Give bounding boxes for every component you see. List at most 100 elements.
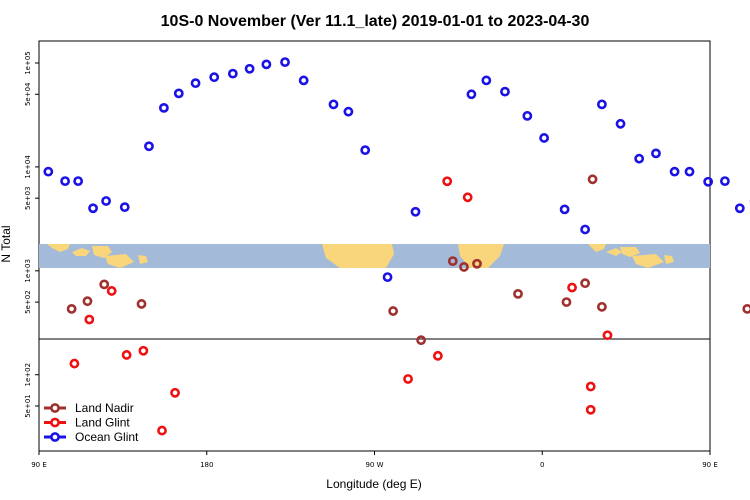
- ocean-glint-point: [580, 224, 591, 235]
- land-shape-6: [458, 244, 504, 268]
- land-glint-point: [106, 286, 117, 296]
- land-nadir-point: [136, 299, 147, 309]
- x-axis-ticks: 90 E 180 90 W 0 90 E: [31, 451, 718, 469]
- y-tick-label: 1e+04: [24, 155, 32, 179]
- ocean-glint-point: [227, 68, 238, 79]
- ocean-glint-point: [343, 106, 354, 117]
- legend-label-land-nadir: Land Nadir: [75, 401, 134, 415]
- ocean-glint-point: [734, 203, 745, 214]
- land-glint-point: [138, 345, 149, 356]
- x-tick-label: 90 E: [31, 461, 47, 469]
- land-glint-point: [403, 374, 413, 384]
- land-nadir-point: [82, 296, 93, 307]
- ocean-glint-point: [703, 176, 714, 187]
- ocean-glint-point: [382, 272, 393, 282]
- land-nadir-point: [416, 335, 426, 346]
- ocean-glint-point: [539, 133, 550, 143]
- land-nadir-point: [742, 304, 750, 314]
- land-shape-9: [620, 247, 640, 257]
- land-nadir-point: [447, 256, 458, 267]
- land-shape-11: [664, 255, 674, 264]
- y-tick-label: 5e+02: [24, 290, 32, 314]
- x-tick-label: 90 W: [365, 461, 383, 469]
- land-shape-1: [72, 248, 90, 256]
- plot-frame-bottom: [38, 338, 711, 452]
- ocean-glint-point: [596, 99, 607, 110]
- land-glint-point: [585, 381, 596, 392]
- ocean-glint-point: [280, 57, 290, 68]
- land-nadir-point: [99, 279, 110, 290]
- ocean-glint-point: [43, 166, 54, 177]
- ocean-glint-point: [60, 176, 70, 187]
- ocean-glint-point: [651, 148, 661, 159]
- world-map-band: [39, 244, 710, 268]
- land-shape-8: [606, 248, 622, 256]
- land-glint-point: [84, 314, 95, 325]
- map-land-masses: [47, 244, 674, 268]
- ocean-glint-point: [669, 166, 680, 177]
- ocean-glint-point: [190, 78, 201, 89]
- land-glint-point: [432, 350, 443, 361]
- land-glint-point: [170, 387, 180, 398]
- land-nadir-point: [472, 258, 482, 269]
- data-points: [43, 57, 750, 436]
- legend-marker-ocean-glint: [50, 432, 60, 442]
- land-nadir-point: [513, 288, 523, 299]
- chart-title: 10S-0 November (Ver 11.1_late) 2019-01-0…: [161, 13, 590, 30]
- x-tick-label: 0: [540, 461, 544, 469]
- land-glint-point: [585, 404, 596, 415]
- land-nadir-point: [66, 303, 77, 314]
- ocean-glint-point: [101, 196, 111, 206]
- ocean-glint-point: [144, 141, 154, 152]
- land-shape-3: [105, 254, 134, 268]
- ocean-glint-point: [73, 176, 84, 187]
- y-axis-ticks: 1e+05 5e+04 1e+04 5e+03 1e+03 5e+02 1e+02 5e+01: [24, 51, 39, 418]
- land-shape-10: [632, 254, 664, 268]
- ocean-glint-point: [298, 75, 309, 86]
- ocean-glint-point: [119, 202, 130, 213]
- y-tick-label: 1e+03: [24, 259, 32, 283]
- ocean-glint-point: [410, 206, 421, 217]
- y-axis-title: N Total: [0, 225, 13, 262]
- land-nadir-point: [587, 174, 598, 185]
- land-nadir-point: [561, 297, 572, 307]
- ocean-glint-point: [522, 110, 533, 121]
- ocean-glint-point: [360, 145, 371, 156]
- land-nadir-point: [459, 262, 469, 272]
- x-tick-label: 180: [200, 461, 213, 469]
- ocean-glint-point: [559, 204, 570, 215]
- land-glint-point: [602, 330, 613, 341]
- land-nadir-point: [580, 278, 591, 289]
- land-shape-5: [322, 244, 394, 268]
- x-tick-label: 90 E: [702, 461, 718, 469]
- ocean-glint-point: [615, 118, 626, 129]
- land-shape-0: [47, 244, 70, 252]
- y-tick-label: 1e+05: [24, 51, 32, 75]
- y-tick-label: 5e+04: [24, 82, 32, 106]
- ocean-glint-point: [173, 88, 184, 99]
- land-glint-point: [442, 176, 453, 187]
- legend-label-ocean-glint: Ocean Glint: [75, 430, 139, 444]
- ocean-glint-point: [244, 63, 255, 74]
- y-tick-label: 5e+01: [24, 394, 32, 418]
- ocean-glint-point: [481, 75, 492, 86]
- legend-label-land-glint: Land Glint: [75, 416, 130, 430]
- ocean-glint-point: [684, 166, 695, 177]
- legend-marker-land-glint: [50, 417, 60, 428]
- ocean-glint-point: [88, 203, 98, 214]
- land-nadir-point: [596, 301, 607, 312]
- ocean-glint-point: [720, 176, 730, 187]
- land-glint-point: [121, 350, 132, 360]
- land-glint-point: [69, 358, 80, 369]
- land-glint-point: [462, 192, 473, 203]
- legend-marker-land-nadir: [50, 403, 60, 413]
- ocean-glint-point: [500, 86, 510, 97]
- ocean-glint-point: [328, 99, 339, 110]
- land-shape-4: [138, 255, 148, 264]
- y-tick-label: 1e+02: [24, 363, 32, 387]
- ocean-glint-point: [634, 153, 645, 164]
- land-glint-point: [157, 425, 167, 436]
- land-nadir-point: [388, 306, 399, 316]
